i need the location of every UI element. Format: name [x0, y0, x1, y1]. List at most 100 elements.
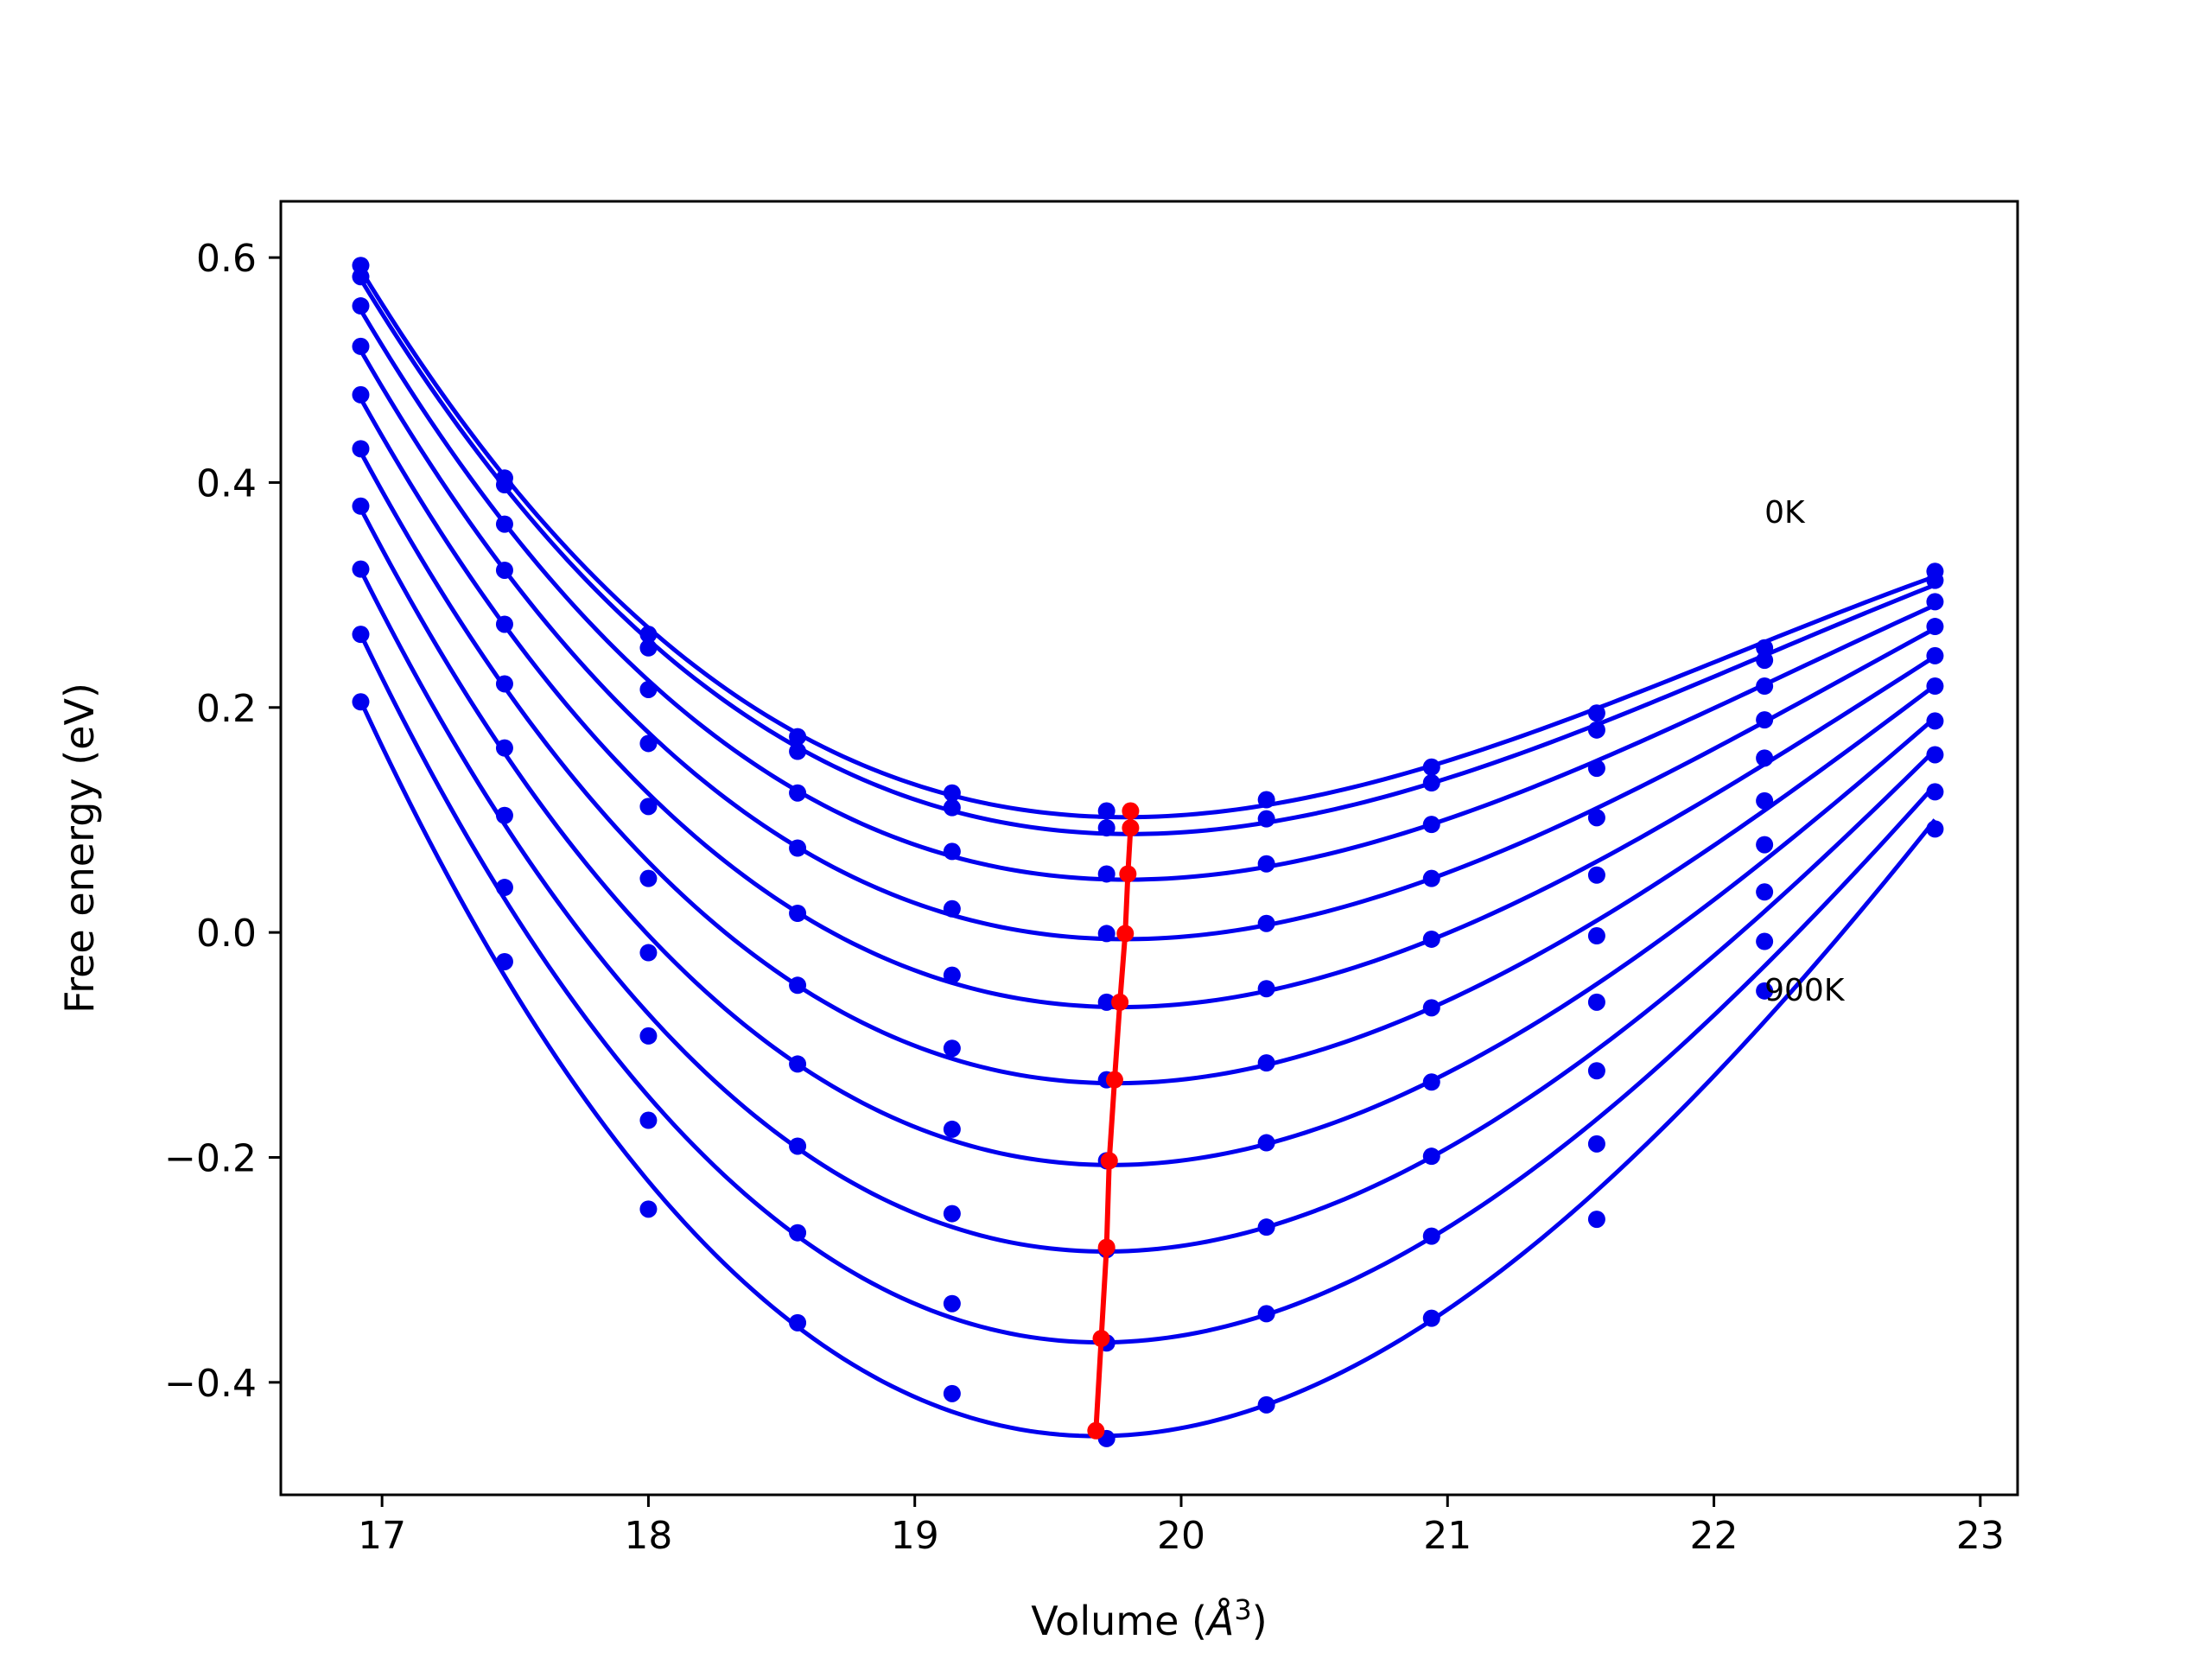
y-tick-label-1: −0.2	[164, 1136, 257, 1180]
data-point-100K-7	[1422, 773, 1440, 791]
y-tick-label-0: −0.4	[164, 1362, 257, 1406]
data-point-500K-10	[1926, 677, 1944, 696]
data-point-400K-1	[495, 615, 513, 633]
minimum-point-0K	[1122, 802, 1140, 820]
plot-frame	[279, 200, 2019, 1497]
fit-curve-500K	[359, 451, 1936, 1086]
data-point-500K-7	[1422, 999, 1440, 1017]
data-point-300K-4	[943, 899, 961, 918]
data-point-300K-3	[789, 839, 807, 857]
data-point-500K-8	[1587, 927, 1605, 945]
fit-curves	[359, 268, 1937, 1439]
data-point-500K-9	[1756, 791, 1774, 810]
data-point-900K-3	[789, 1313, 807, 1332]
data-point-900K-0	[352, 693, 370, 711]
data-point-400K-0	[352, 385, 370, 404]
data-point-200K-0	[352, 297, 370, 315]
fit-curve-400K	[359, 397, 1936, 1010]
minimum-point-600K	[1100, 1152, 1118, 1170]
minimum-point-900K	[1087, 1421, 1105, 1440]
data-point-300K-10	[1926, 618, 1944, 636]
x-tick-label-6: 23	[1956, 1514, 2005, 1558]
data-point-500K-0	[352, 440, 370, 458]
data-point-100K-0	[352, 268, 370, 286]
data-point-0K-6	[1257, 791, 1275, 809]
data-point-500K-4	[943, 1039, 961, 1058]
data-point-400K-6	[1257, 980, 1275, 998]
data-point-100K-3	[789, 742, 807, 760]
data-point-0K-4	[943, 784, 961, 802]
data-point-200K-3	[789, 784, 807, 802]
data-point-700K-9	[1756, 883, 1774, 901]
data-point-700K-8	[1587, 1062, 1605, 1080]
data-point-200K-5	[1097, 865, 1116, 883]
y-tick-label-3: 0.2	[196, 687, 257, 731]
data-point-100K-10	[1926, 571, 1944, 589]
data-point-800K-1	[495, 879, 513, 897]
x-axis-label: Volume (Å3)	[1031, 1593, 1267, 1644]
data-point-900K-2	[639, 1200, 658, 1218]
data-point-200K-8	[1587, 760, 1605, 778]
data-point-600K-9	[1756, 836, 1774, 854]
minimum-point-300K	[1116, 925, 1135, 943]
data-points	[352, 257, 1944, 1447]
annotations: 0K 900K	[1764, 495, 1846, 1008]
x-tick-label-4: 21	[1423, 1514, 1471, 1558]
x-tick-label-5: 22	[1690, 1514, 1738, 1558]
y-tick-label-4: 0.4	[196, 461, 257, 505]
data-point-200K-2	[639, 680, 658, 698]
data-point-800K-3	[789, 1224, 807, 1242]
data-point-200K-7	[1422, 816, 1440, 834]
data-point-700K-10	[1926, 746, 1944, 764]
data-point-200K-10	[1926, 593, 1944, 611]
data-point-300K-9	[1756, 711, 1774, 729]
fit-curve-100K	[359, 277, 1936, 836]
data-point-200K-6	[1257, 855, 1275, 873]
data-point-600K-4	[943, 1120, 961, 1138]
data-point-600K-8	[1587, 993, 1605, 1011]
data-point-800K-0	[352, 626, 370, 644]
data-point-800K-7	[1422, 1227, 1440, 1245]
minima-path	[1093, 810, 1134, 1431]
data-point-100K-4	[943, 798, 961, 817]
data-point-300K-0	[352, 337, 370, 355]
data-point-100K-8	[1587, 721, 1605, 739]
data-point-500K-1	[495, 675, 513, 693]
fit-curve-200K	[359, 308, 1936, 882]
data-point-400K-7	[1422, 930, 1440, 948]
data-point-200K-9	[1756, 677, 1774, 696]
x-tick-label-0: 17	[358, 1514, 406, 1558]
minimum-point-400K	[1111, 993, 1129, 1011]
data-point-900K-1	[495, 952, 513, 970]
minimum-point-100K	[1122, 819, 1140, 837]
data-point-600K-1	[495, 739, 513, 757]
data-point-600K-2	[639, 944, 658, 962]
data-point-600K-7	[1422, 1073, 1440, 1091]
data-point-700K-7	[1422, 1147, 1440, 1166]
data-point-200K-4	[943, 842, 961, 861]
data-point-100K-1	[495, 476, 513, 494]
data-point-400K-2	[639, 798, 658, 816]
data-point-400K-8	[1587, 866, 1605, 884]
data-point-400K-4	[943, 966, 961, 984]
data-point-200K-1	[495, 515, 513, 533]
data-point-700K-2	[639, 1027, 658, 1045]
data-point-100K-2	[639, 639, 658, 657]
y-tick-label-2: 0.0	[196, 912, 257, 956]
data-point-0K-7	[1422, 758, 1440, 776]
data-point-0K-8	[1587, 704, 1605, 722]
data-point-900K-9	[1756, 982, 1774, 1000]
data-point-300K-2	[639, 734, 658, 753]
data-point-600K-0	[352, 497, 370, 515]
minimum-point-200K	[1119, 865, 1137, 883]
x-tick-label-1: 18	[624, 1514, 672, 1558]
data-point-400K-10	[1926, 646, 1944, 664]
data-point-700K-1	[495, 806, 513, 824]
data-point-600K-10	[1926, 712, 1944, 730]
data-point-500K-3	[789, 976, 807, 995]
data-point-700K-0	[352, 560, 370, 578]
data-point-900K-10	[1926, 820, 1944, 838]
minimum-point-700K	[1097, 1238, 1116, 1256]
data-point-500K-6	[1257, 1054, 1275, 1072]
